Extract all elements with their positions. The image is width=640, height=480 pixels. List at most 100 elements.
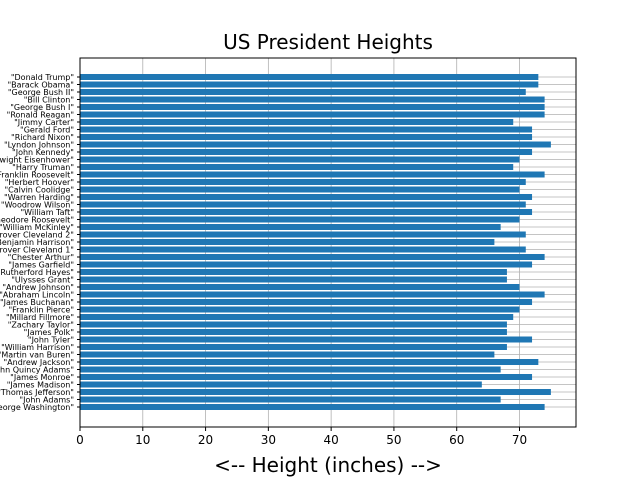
bars	[80, 74, 551, 410]
bar	[80, 404, 545, 410]
y-tick-label: "Franklin Roosevelt"	[0, 171, 74, 180]
bar	[80, 74, 539, 80]
y-tick-label: "Warren Harding"	[4, 193, 74, 202]
y-tick-label: "Martin van Buren"	[0, 351, 74, 360]
bar	[80, 171, 545, 178]
bar	[80, 306, 520, 313]
bar	[80, 201, 526, 208]
bar	[80, 194, 533, 200]
x-tick-label: 30	[261, 433, 276, 447]
bar	[80, 321, 507, 328]
bar	[80, 246, 526, 253]
y-tick-label: "Zachary Taylor"	[8, 321, 74, 330]
y-tick-label: "Theodore Roosevelt"	[0, 216, 74, 225]
bar	[80, 276, 507, 283]
y-tick-label: "Andrew Jackson"	[3, 358, 74, 367]
y-tick-label: "James Polk"	[24, 328, 74, 337]
y-tick-label: "Millard Fillmore"	[6, 313, 74, 322]
bar	[80, 126, 533, 133]
y-tick-label: "Franklin Pierce"	[8, 306, 74, 315]
y-tick-label: "Lyndon Johnson"	[4, 141, 74, 150]
y-tick-label: "Rutherford Hayes"	[0, 268, 74, 277]
bar	[80, 119, 514, 125]
bar	[80, 314, 514, 320]
x-tick-label: 20	[198, 433, 213, 447]
bar	[80, 284, 520, 290]
bar	[80, 359, 539, 365]
bar	[80, 389, 551, 395]
y-tick-label: "William Taft"	[21, 208, 75, 217]
bar	[80, 261, 533, 268]
bar	[80, 96, 545, 103]
bar	[80, 381, 482, 388]
y-tick-label: "Dwight Eisenhower"	[0, 156, 74, 165]
y-tick-label: "Bill Clinton"	[24, 96, 74, 105]
bar	[80, 299, 533, 305]
bar	[80, 366, 501, 373]
y-tick-label: "Andrew Johnson"	[2, 283, 74, 292]
bar	[80, 156, 520, 163]
bar	[80, 141, 551, 148]
bar	[80, 164, 514, 170]
y-tick-label: "Barack Obama"	[8, 81, 75, 90]
x-tick-labels: 0 10 20 30 40 50 60 70	[76, 427, 527, 447]
bar	[80, 89, 526, 95]
x-axis-label: <-- Height (inches) -->	[214, 453, 442, 477]
y-tick-label: "William McKinley"	[0, 223, 74, 232]
bar	[80, 336, 533, 343]
x-tick-label: 50	[386, 433, 401, 447]
bar	[80, 344, 507, 350]
x-tick-label: 10	[135, 433, 150, 447]
bar	[80, 254, 545, 260]
y-tick-labels: "George Washington""John Adams""Thomas J…	[0, 73, 80, 412]
y-tick-label: "John Adams"	[19, 396, 74, 405]
y-tick-label: "Benjamin Harrison"	[0, 238, 74, 247]
bar	[80, 216, 520, 223]
y-tick-label: "James Monroe"	[10, 373, 74, 382]
x-tick-label: 60	[449, 433, 464, 447]
y-tick-label: "William Harrison"	[1, 343, 74, 352]
y-tick-label: "Ronald Reagan"	[7, 111, 74, 120]
bar	[80, 209, 533, 215]
y-tick-label: "Woodrow Wilson"	[1, 201, 74, 210]
y-tick-label: "John Tyler"	[28, 336, 74, 345]
bar	[80, 111, 545, 118]
y-tick-label: "Jimmy Carter"	[14, 118, 74, 127]
y-tick-label: "Thomas Jefferson"	[0, 388, 74, 397]
y-tick-label: "John Kennedy"	[12, 148, 74, 157]
y-tick-label: "Gerald Ford"	[20, 126, 74, 135]
chart-title: US President Heights	[223, 30, 433, 54]
bar	[80, 396, 501, 403]
bar	[80, 81, 539, 88]
y-tick-label: "George Bush I"	[10, 103, 74, 112]
x-tick-label: 70	[512, 433, 527, 447]
y-tick-label: "James Madison"	[7, 381, 74, 390]
y-tick-label: "Donald Trump"	[11, 73, 74, 82]
bar	[80, 224, 501, 230]
y-tick-label: "Richard Nixon"	[11, 133, 74, 142]
bar	[80, 329, 507, 335]
bar	[80, 231, 526, 238]
y-tick-label: "George Bush II"	[8, 88, 74, 97]
y-tick-label: "Chester Arthur"	[8, 253, 74, 262]
bar	[80, 291, 545, 298]
y-tick-label: "Harry Truman"	[12, 163, 74, 172]
bar	[80, 104, 545, 110]
bar	[80, 351, 495, 358]
x-tick-label: 0	[76, 433, 84, 447]
y-tick-label: "James Buchanan"	[0, 298, 74, 307]
bar	[80, 179, 526, 185]
y-tick-label: "James Garfield"	[8, 261, 74, 270]
y-tick-label: "Calvin Coolidge"	[4, 186, 74, 195]
bar	[80, 269, 507, 275]
y-tick-label: "Herbert Hoover"	[5, 178, 74, 187]
y-tick-label: "George Washington"	[0, 403, 74, 412]
bar	[80, 149, 533, 155]
bar	[80, 186, 520, 193]
bar	[80, 239, 495, 245]
y-tick-label: "Grover Cleveland 2"	[0, 231, 74, 240]
bar	[80, 374, 533, 380]
y-tick-label: "Ulysses Grant"	[11, 276, 74, 285]
x-tick-label: 40	[323, 433, 338, 447]
